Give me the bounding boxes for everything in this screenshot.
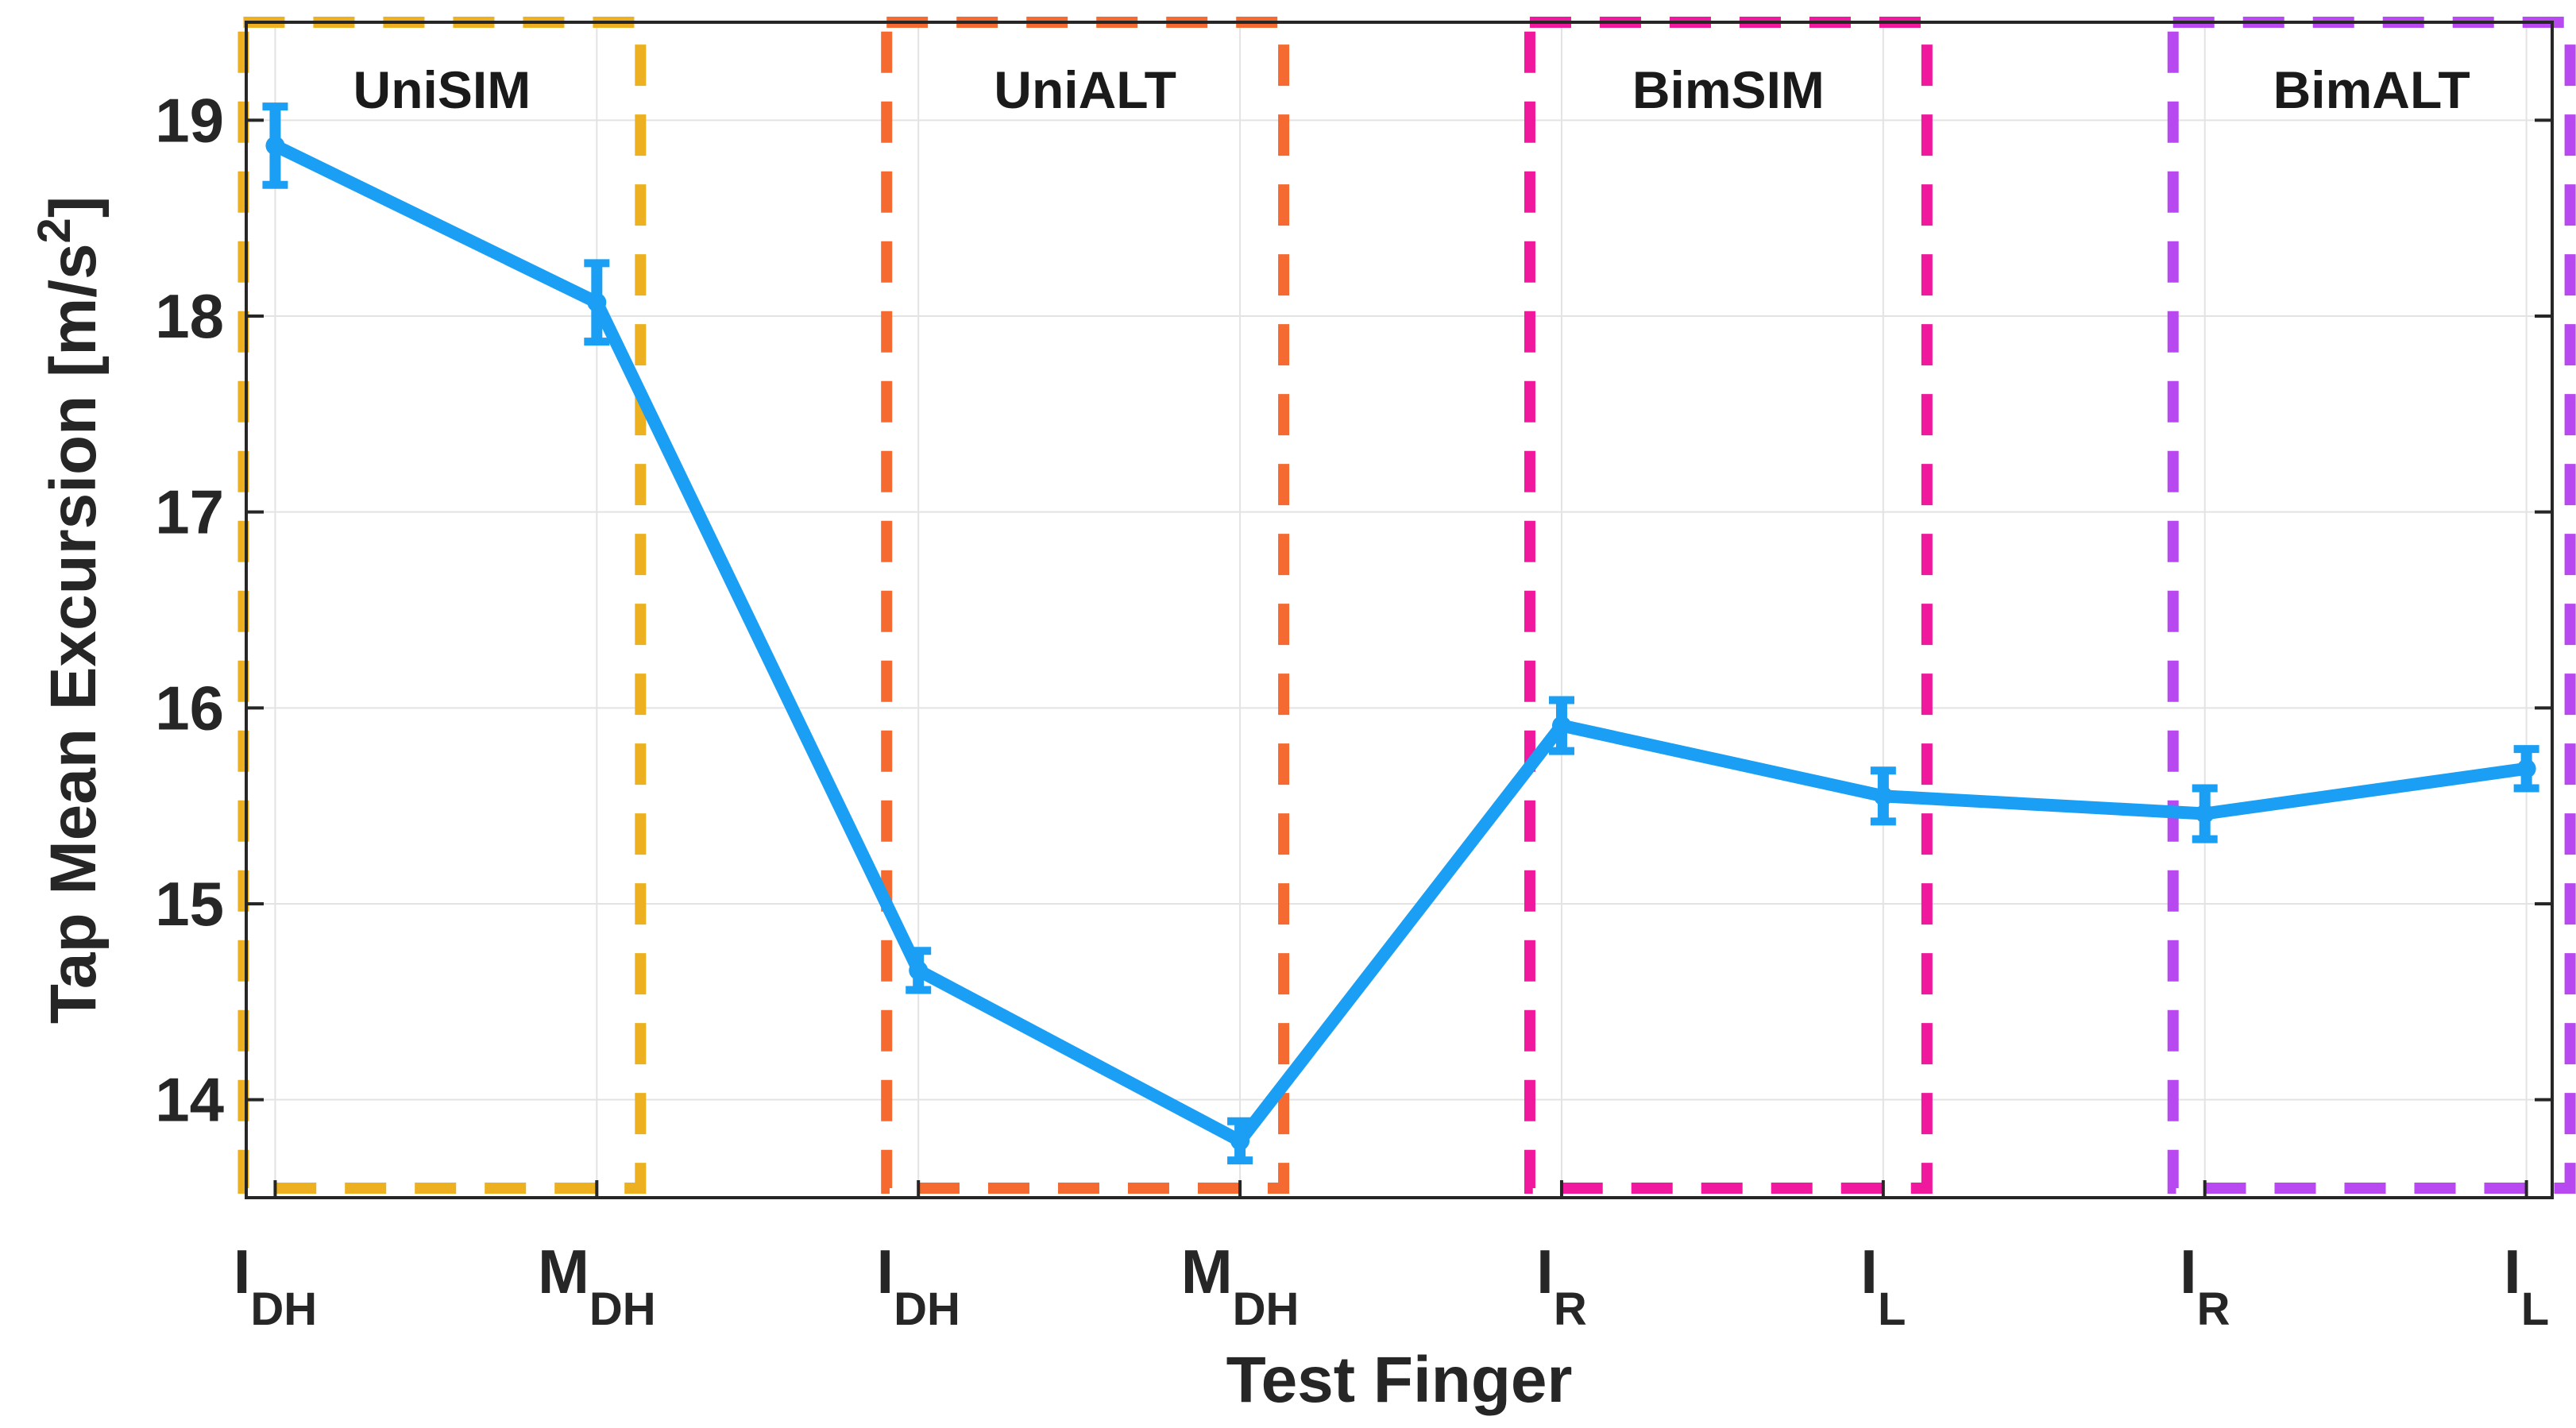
group-box: [238, 17, 647, 1194]
grid: [246, 22, 2552, 1198]
y-tick-label: 14: [155, 1065, 224, 1135]
x-tick-label: IDH: [234, 1237, 317, 1335]
x-tick-label-base: I: [234, 1237, 251, 1306]
x-tick-label-sub: R: [2197, 1283, 2230, 1335]
y-tick-label: 18: [155, 281, 224, 351]
y-tick-label: 17: [155, 477, 224, 547]
x-tick-label-sub: L: [2521, 1283, 2549, 1335]
x-tick-label-base: I: [1860, 1237, 1878, 1306]
plot-frame: [245, 21, 2554, 1199]
y-axis-title-sup: 2: [29, 218, 80, 243]
x-tick-label-base: I: [2504, 1237, 2521, 1306]
data-point: [2195, 804, 2215, 824]
x-tick-label-sub: DH: [250, 1283, 317, 1335]
x-tick-label-sub: L: [1878, 1283, 1906, 1335]
x-tick-label-sub: DH: [894, 1283, 960, 1335]
group-label: UniALT: [994, 60, 1176, 119]
data-point: [2516, 758, 2536, 778]
x-tick-label-base: I: [876, 1237, 894, 1306]
x-tick-label-sub: R: [1554, 1283, 1587, 1335]
data-point: [265, 136, 285, 156]
y-tick-label: 15: [155, 869, 224, 939]
series: [262, 102, 2539, 1165]
y-axis-title: Tap Mean Excursion [m/s2]: [29, 196, 110, 1024]
data-point: [1873, 786, 1893, 806]
group-box: [1524, 17, 1933, 1194]
data-point: [909, 960, 929, 980]
group-label: UniSIM: [353, 60, 531, 119]
x-tick-label-sub: DH: [589, 1283, 656, 1335]
group-boxes: UniSIM UniALT BimSIM BimALT: [238, 17, 2576, 1194]
group-label: BimALT: [2273, 60, 2470, 119]
x-tick-label: MDH: [538, 1237, 656, 1335]
group-box: [881, 17, 1290, 1194]
y-tick-label: 19: [155, 85, 224, 155]
x-tick-label: IR: [2180, 1237, 2230, 1335]
y-tick-label: 16: [155, 673, 224, 743]
data-point: [587, 292, 607, 312]
x-tick-label: IDH: [876, 1237, 960, 1335]
series-line: [272, 140, 2528, 1148]
y-axis-ticks: 14 15 16 17 18 19: [155, 85, 2552, 1135]
y-axis-title-main: Tap Mean Excursion [m/s: [37, 243, 110, 1024]
x-tick-label-base: I: [1536, 1237, 1554, 1306]
group-box: [2167, 17, 2576, 1194]
x-tick-label: IR: [1536, 1237, 1587, 1335]
x-tick-label-base: M: [538, 1237, 589, 1306]
x-tick-label: IL: [1860, 1237, 1906, 1335]
data-point: [1551, 716, 1571, 735]
x-tick-label-sub: DH: [1233, 1283, 1300, 1335]
x-tick-label: IL: [2504, 1237, 2549, 1335]
x-axis-title: Test Finger: [1226, 1344, 1573, 1416]
y-axis-title-close: ]: [37, 196, 110, 218]
data-point: [1230, 1131, 1250, 1151]
group-label: BimSIM: [1632, 60, 1825, 119]
x-tick-label-base: M: [1181, 1237, 1233, 1306]
x-tick-label-base: I: [2180, 1237, 2197, 1306]
x-tick-label: MDH: [1181, 1237, 1300, 1335]
